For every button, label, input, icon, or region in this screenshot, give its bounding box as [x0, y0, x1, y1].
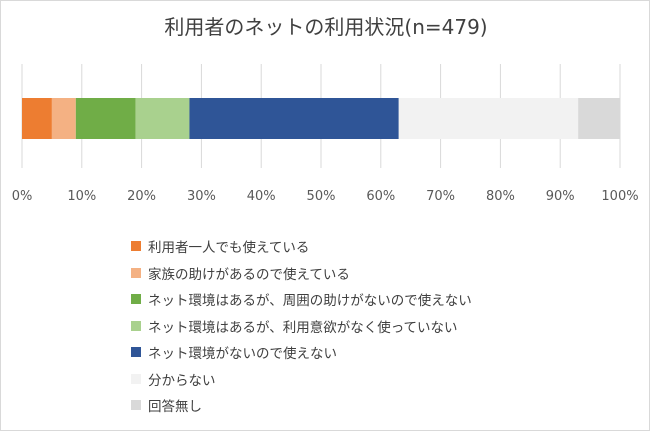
- x-tick-label: 10%: [67, 189, 96, 204]
- stacked-bar: [22, 98, 620, 139]
- x-tick-label: 0%: [12, 189, 33, 204]
- x-tick-label: 60%: [366, 189, 395, 204]
- x-axis-ticks: 0% 10% 20% 30% 40% 50% 60% 70% 80% 90% 100%: [12, 189, 639, 204]
- legend-label: 分からない: [148, 372, 216, 389]
- bar-segment-1: [22, 98, 52, 139]
- plot-area: 0% 10% 20% 30% 40% 50% 60% 70% 80% 90% 100%: [12, 64, 639, 204]
- legend-swatch: [131, 400, 141, 411]
- legend-swatch: [131, 320, 141, 331]
- legend: 利用者一人でも使えている家族の助けがあるので使えているネット環境はあるが、周囲の…: [131, 233, 472, 419]
- bar-segment-2: [51, 98, 76, 139]
- legend-item: 家族の助けがあるので使えている: [131, 260, 472, 287]
- bar-segment-3: [75, 98, 136, 139]
- x-tick-label: 50%: [307, 189, 336, 204]
- legend-item: ネット環境がないので使えない: [131, 339, 472, 366]
- x-tick-label: 100%: [601, 189, 638, 204]
- legend-item: 利用者一人でも使えている: [131, 233, 472, 260]
- legend-swatch: [131, 347, 141, 358]
- x-tick-label: 80%: [486, 189, 515, 204]
- bar-segment-5: [189, 98, 399, 139]
- legend-label: 家族の助けがあるので使えている: [148, 266, 350, 283]
- legend-item: 回答無し: [131, 392, 472, 419]
- legend-swatch: [131, 267, 141, 278]
- bar-segment-6: [398, 98, 579, 139]
- x-tick-label: 90%: [546, 189, 575, 204]
- legend-label: 利用者一人でも使えている: [148, 240, 310, 257]
- legend-label: ネット環境がないので使えない: [148, 346, 337, 363]
- chart-title: 利用者のネットの利用状況(n=479): [164, 15, 488, 39]
- legend-item: ネット環境はあるが、利用意欲がなく使っていない: [131, 313, 472, 340]
- legend-item: ネット環境はあるが、周囲の助けがないので使えない: [131, 286, 472, 313]
- legend-label: ネット環境はあるが、利用意欲がなく使っていない: [148, 319, 458, 336]
- bar-segment-7: [578, 98, 620, 139]
- x-tick-label: 20%: [127, 189, 156, 204]
- x-tick-label: 30%: [187, 189, 216, 204]
- x-tick-label: 70%: [426, 189, 455, 204]
- legend-label: 回答無し: [148, 399, 202, 416]
- legend-swatch: [131, 241, 141, 252]
- legend-label: ネット環境はあるが、周囲の助けがないので使えない: [148, 293, 472, 310]
- legend-swatch: [131, 373, 141, 384]
- legend-item: 分からない: [131, 366, 472, 393]
- bar-segment-4: [135, 98, 190, 139]
- x-tick-label: 40%: [247, 189, 276, 204]
- legend-swatch: [131, 294, 141, 305]
